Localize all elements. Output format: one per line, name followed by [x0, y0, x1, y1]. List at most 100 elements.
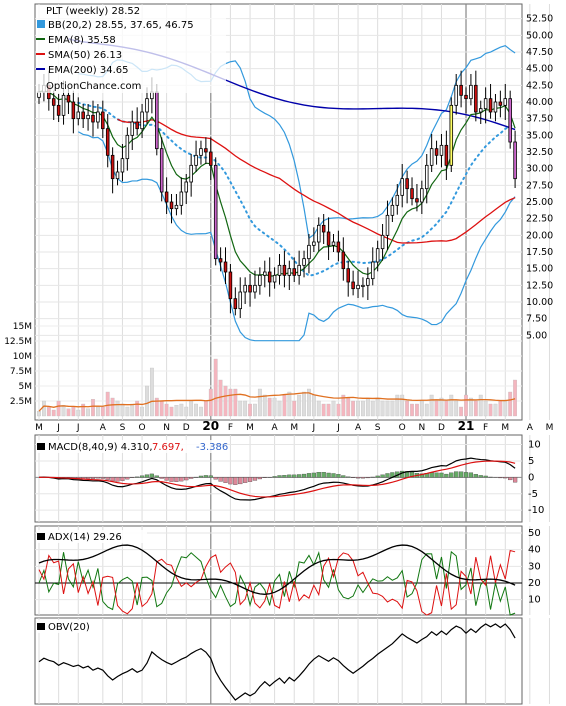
x-tick-label: M — [501, 423, 509, 433]
volume-bar — [513, 379, 517, 417]
volume-bar — [297, 394, 302, 417]
macd-histogram-bar — [233, 477, 238, 485]
macd-histogram-bar — [419, 473, 424, 478]
x-tick-label: O — [139, 423, 146, 433]
macd-histogram-bar — [434, 472, 439, 478]
candle-body — [223, 261, 228, 273]
macd-histogram-bar — [463, 472, 469, 478]
macd-histogram-bar — [287, 474, 292, 478]
macd-histogram-bar — [149, 473, 154, 478]
volume-bar — [51, 409, 56, 417]
volume-bar — [415, 403, 419, 417]
price-tick-label: 42.50 — [526, 80, 553, 91]
bb-middle-line — [77, 101, 517, 277]
macd-histogram-bar — [198, 475, 204, 478]
macd-histogram-bar — [164, 477, 169, 481]
candle-body — [429, 148, 434, 166]
volume-bar — [135, 400, 140, 417]
macd-histogram-bar — [282, 475, 287, 478]
candle-body — [385, 214, 390, 236]
macd-histogram-bar — [429, 472, 434, 478]
candle-body — [317, 224, 321, 243]
volume-bar — [81, 403, 86, 417]
x-tick-label: S — [375, 423, 381, 433]
candle-body — [459, 84, 463, 96]
candle-body — [71, 101, 76, 120]
macd-histogram-bar — [508, 477, 513, 481]
volume-bar — [267, 397, 272, 417]
candle-body — [86, 114, 90, 120]
volume-bar — [184, 406, 189, 417]
candle-body — [424, 164, 429, 190]
candle-body — [508, 98, 512, 143]
volume-bar — [46, 406, 51, 417]
x-tick-label: 20 — [202, 419, 219, 433]
macd-histogram-bar — [85, 477, 91, 479]
candle-body — [51, 98, 56, 106]
macd-histogram-bar — [179, 477, 184, 482]
candle-body — [488, 98, 493, 113]
x-tick-label: J — [312, 423, 316, 433]
volume-bar — [361, 400, 365, 417]
macd-histogram-bar — [154, 475, 159, 478]
candle-body — [498, 101, 503, 106]
price-tick-label: 47.50 — [526, 47, 553, 58]
volume-bar — [164, 403, 169, 417]
volume-bar — [429, 394, 434, 417]
candle-body — [120, 158, 125, 173]
candle-body — [184, 181, 188, 193]
macd-histogram-bar — [321, 472, 326, 478]
volume-bar — [282, 394, 287, 417]
macd-histogram-bar — [110, 477, 115, 482]
macd-histogram-bar — [292, 474, 297, 478]
macd-histogram-bar — [385, 473, 390, 478]
macd-histogram-bar — [90, 477, 96, 479]
volume-bar — [365, 397, 370, 417]
candle-body — [336, 241, 341, 253]
volume-bar — [194, 403, 198, 417]
volume-bar — [375, 397, 380, 417]
candle-body — [267, 271, 272, 283]
obv-line — [38, 623, 516, 701]
candle-body — [277, 264, 282, 276]
macd-histogram-bar — [478, 475, 483, 478]
candle-body — [312, 241, 316, 246]
volume-bar — [243, 400, 248, 417]
x-tick-label: N — [418, 423, 425, 433]
macd-label: MACD(8,40,9) 4.310, — [48, 442, 153, 453]
macd-tick-label: 10 — [528, 440, 541, 451]
x-tick-label: A — [355, 423, 362, 433]
candle-body — [263, 271, 267, 276]
volume-bar — [253, 403, 257, 417]
candle-body — [380, 234, 385, 250]
candle-body — [213, 164, 218, 260]
volume-bar — [439, 397, 444, 417]
volume-bar — [71, 406, 76, 417]
volume-bar — [351, 400, 356, 417]
candle-body — [415, 198, 419, 203]
watermark-text: OptionChance.com — [46, 81, 141, 92]
macd-histogram-bar — [125, 477, 130, 480]
candle-body — [164, 191, 169, 203]
x-tick-label: A — [527, 423, 534, 433]
price-tick-label: 37.50 — [526, 114, 553, 125]
x-tick-label: M — [246, 423, 254, 433]
candle-body — [179, 191, 184, 206]
price-tick-label: 7.50 — [526, 314, 547, 325]
macd-histogram-bar — [365, 477, 370, 479]
candle-body — [130, 121, 135, 136]
volume-bar — [140, 406, 144, 417]
macd-histogram-bar — [208, 475, 213, 478]
candle-body — [174, 204, 179, 210]
x-tick-label: J — [336, 423, 340, 433]
volume-bar — [179, 403, 184, 417]
price-tick-label: 15.00 — [526, 264, 553, 275]
volume-bar — [473, 400, 478, 417]
legend-label: SMA(50) 26.13 — [48, 50, 122, 61]
volume-bar — [311, 394, 316, 417]
macd-histogram-bar — [483, 475, 488, 478]
volume-bar — [434, 400, 439, 417]
candle-body — [464, 94, 468, 100]
macd-histogram-bar — [257, 477, 262, 480]
macd-histogram-bar — [100, 477, 105, 479]
